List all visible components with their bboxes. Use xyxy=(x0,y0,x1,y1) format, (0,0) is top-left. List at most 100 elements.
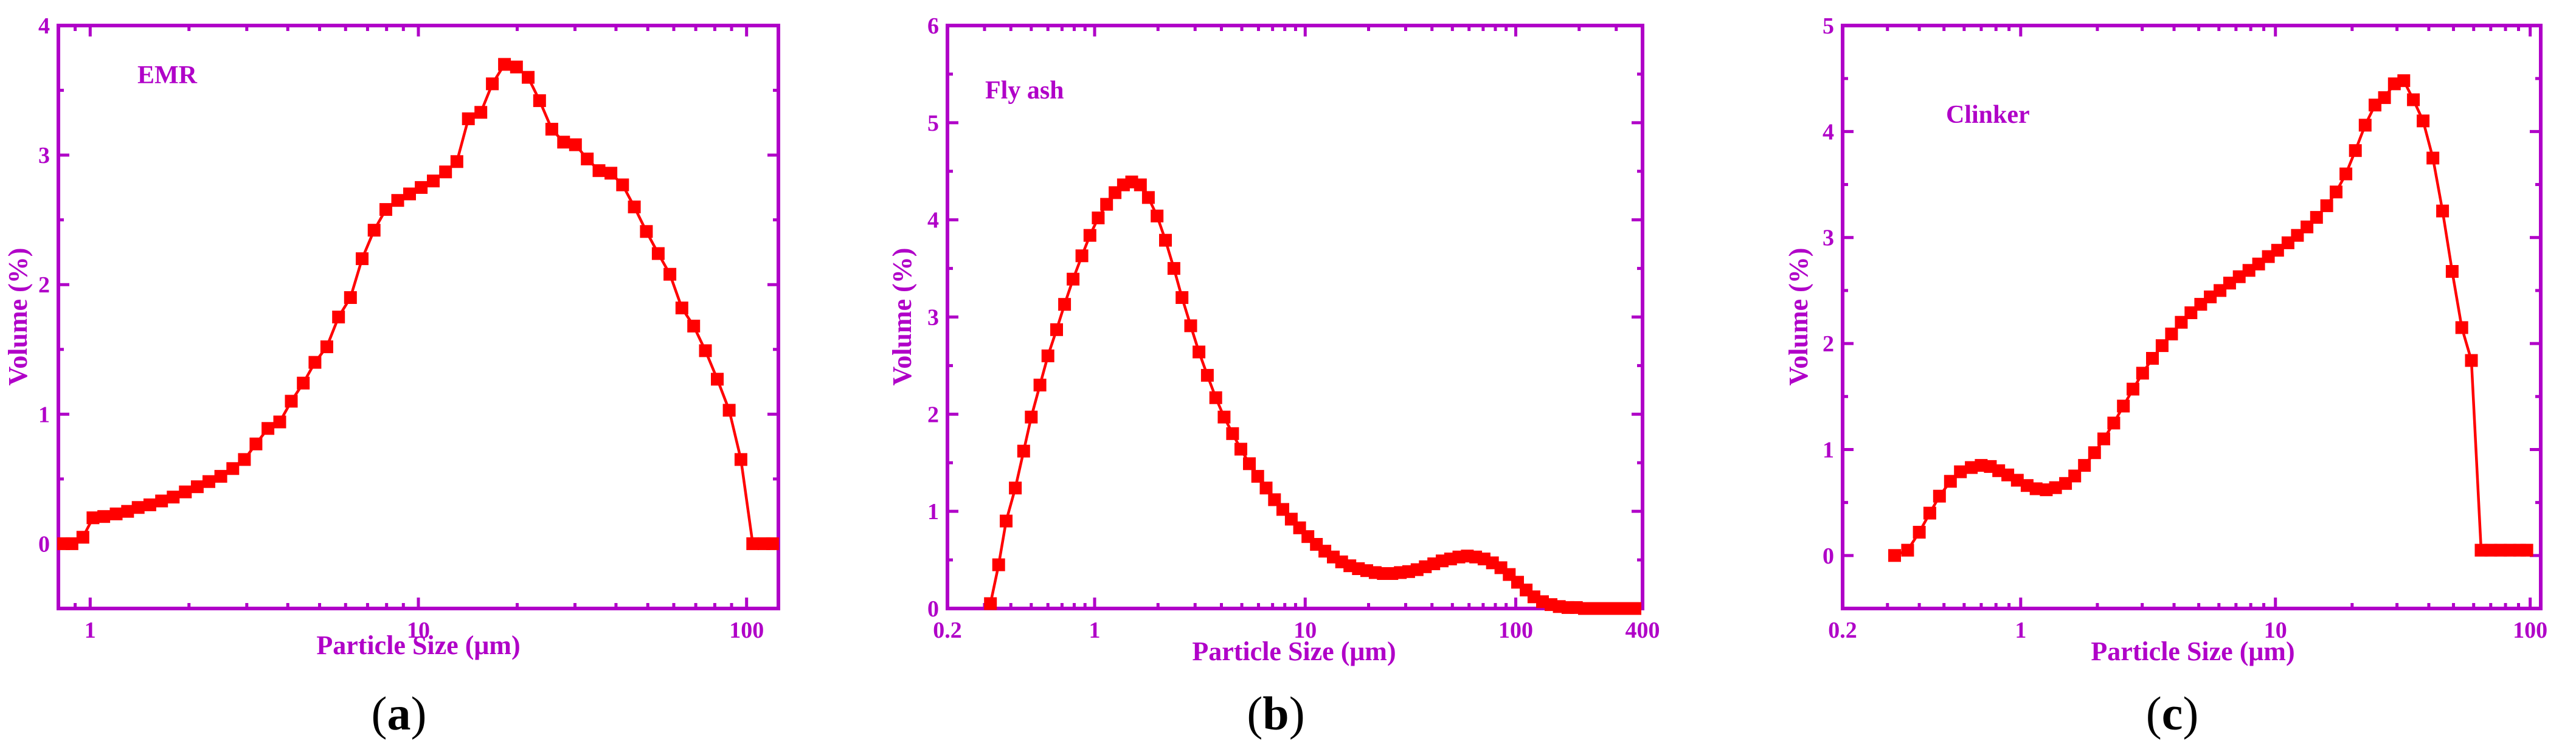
data-point-a xyxy=(462,112,475,125)
data-point-a xyxy=(203,475,215,488)
data-point-a xyxy=(332,311,345,323)
data-point-c xyxy=(2107,416,2121,430)
axis-ticks-b: 0.2 1 10 100 400 0 1 2 3 4 5 6 xyxy=(927,13,1660,643)
x-axis-label-a: Particle Size (μm) xyxy=(316,630,520,660)
y-tick-label-c: 3 xyxy=(1823,226,1834,251)
data-point-b xyxy=(1234,443,1247,456)
panel-label-a: (a) xyxy=(372,687,427,740)
y-axis-label-c: Volume (%) xyxy=(1784,248,1813,386)
data-point-a xyxy=(121,505,134,518)
data-point-c xyxy=(2155,339,2169,353)
data-point-a xyxy=(379,203,392,216)
data-point-c xyxy=(2378,91,2391,105)
x-tick-label-a: 100 xyxy=(729,618,764,643)
data-point-b xyxy=(1017,444,1030,458)
data-point-c xyxy=(1888,549,1901,562)
y-tick-label-a: 3 xyxy=(38,143,50,168)
data-point-a xyxy=(131,501,145,514)
data-point-a xyxy=(320,340,333,353)
data-point-a xyxy=(367,224,381,237)
data-point-a xyxy=(592,164,606,178)
data-point-b xyxy=(1200,368,1214,382)
data-series-b xyxy=(984,175,1641,615)
data-point-a xyxy=(557,136,570,149)
data-point-c xyxy=(2204,290,2217,303)
data-point-c xyxy=(2184,306,2198,319)
x-tick-label-a: 10 xyxy=(407,618,430,643)
data-point-a xyxy=(699,344,712,357)
y-tick-label-c: 0 xyxy=(1823,543,1834,569)
y-tick-label-c: 1 xyxy=(1823,437,1834,463)
data-point-b xyxy=(1184,319,1197,333)
data-point-a xyxy=(486,77,499,91)
data-point-a xyxy=(640,225,653,238)
data-point-a xyxy=(249,437,263,450)
chart-panel-a: 1 10 100 0 1 2 3 4 EMR Particle Size (μm) Volum… xyxy=(3,13,780,740)
data-point-c xyxy=(2252,257,2265,271)
data-point-b xyxy=(1167,262,1180,275)
data-point-a xyxy=(143,498,156,511)
data-point-a xyxy=(766,537,779,550)
data-point-c xyxy=(2136,367,2149,380)
data-point-b xyxy=(1025,410,1038,424)
data-point-b xyxy=(1075,249,1089,263)
data-point-a xyxy=(403,187,416,201)
data-point-c xyxy=(2029,482,2043,495)
chart-panel-c: 0.2 1 10 100 0 1 2 3 4 5 Clinker Particle Size (μ… xyxy=(1784,13,2547,740)
data-point-c xyxy=(2117,399,2130,413)
data-point-b xyxy=(1268,493,1281,506)
y-axis-label-a: Volume (%) xyxy=(3,248,33,386)
y-tick-label-b: 1 xyxy=(927,499,939,525)
data-point-a xyxy=(261,422,275,435)
x-tick-label-c: 100 xyxy=(2513,618,2547,643)
data-point-a xyxy=(391,194,404,207)
data-point-c xyxy=(2339,167,2353,181)
data-point-c xyxy=(2474,543,2488,557)
data-point-a xyxy=(415,181,428,194)
plot-frame-a xyxy=(57,24,780,610)
data-point-c xyxy=(2484,543,2498,557)
axis-ticks-a: 1 10 100 0 1 2 3 4 xyxy=(38,13,778,643)
data-point-a xyxy=(746,537,760,550)
data-point-a xyxy=(97,510,111,523)
data-point-a xyxy=(616,178,629,191)
data-point-c xyxy=(2175,315,2188,329)
data-point-a xyxy=(273,415,286,429)
data-point-a xyxy=(155,494,168,508)
series-line-a xyxy=(63,63,773,545)
data-point-c xyxy=(2397,74,2411,88)
data-point-b xyxy=(1243,457,1256,471)
data-point-a xyxy=(474,106,488,119)
data-point-c xyxy=(2088,446,2101,460)
data-point-c xyxy=(2078,459,2091,472)
data-point-a xyxy=(604,167,618,180)
data-series-c xyxy=(1888,74,2533,562)
data-point-c xyxy=(2146,352,2159,365)
x-tick-label-c: 1 xyxy=(2015,618,2026,643)
data-point-a xyxy=(226,462,240,475)
data-point-c xyxy=(1933,489,1946,503)
y-tick-label-a: 4 xyxy=(38,13,50,39)
x-axis-label-b: Particle Size (μm) xyxy=(1192,636,1396,666)
data-point-c xyxy=(2349,144,2362,157)
y-tick-label-b: 0 xyxy=(927,596,939,622)
data-point-b xyxy=(1175,291,1189,304)
data-point-a xyxy=(214,470,227,483)
data-point-a xyxy=(722,404,736,417)
data-point-a xyxy=(675,302,688,315)
data-point-b xyxy=(1151,209,1164,222)
axis-ticks-c: 0.2 1 10 100 0 1 2 3 4 5 xyxy=(1823,13,2547,643)
y-tick-label-c: 4 xyxy=(1823,119,1834,145)
plot-frame-c xyxy=(1841,24,2543,610)
data-point-a xyxy=(628,200,641,213)
data-point-c xyxy=(2214,284,2227,297)
data-point-b xyxy=(1209,391,1222,404)
data-point-b xyxy=(984,597,997,610)
data-point-c xyxy=(2049,481,2062,494)
data-point-c xyxy=(2097,432,2110,446)
data-point-c xyxy=(2127,382,2139,396)
data-point-b xyxy=(1629,602,1641,615)
data-point-c xyxy=(2445,265,2459,278)
x-tick-label-b: 400 xyxy=(1626,618,1660,643)
